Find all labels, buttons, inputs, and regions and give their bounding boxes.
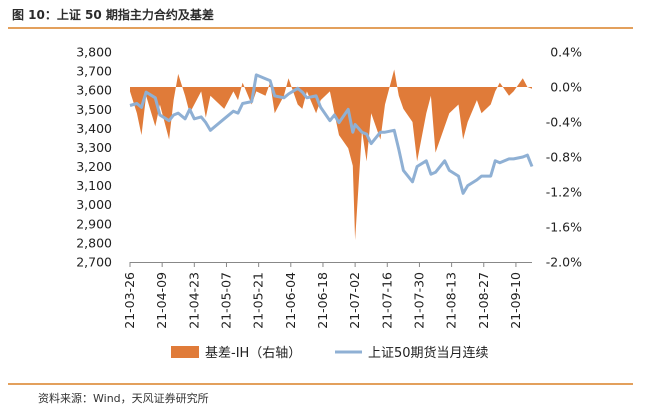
x-tick-label: 21-08-27 [476,272,491,329]
index-line [129,73,534,195]
source-note: 资料来源：Wind，天风证券研究所 [38,392,209,405]
basis-area-group [130,69,532,241]
x-tick-label: 21-04-09 [154,272,169,329]
basis-area [130,69,532,241]
right-tick-label: 0.4% [550,45,582,60]
left-axis-ticks: 3,800 3,700 3,600 3,500 3,400 3,300 3,200 3,100… [76,45,112,270]
left-tick-label: 3,700 [76,64,112,79]
left-tick-label: 2,900 [76,216,112,231]
legend-label-basis: 基差-IH（右轴） [205,346,301,361]
left-tick-label: 2,800 [76,235,112,250]
x-tick-label: 21-06-18 [315,272,330,329]
x-tick-label: 21-07-30 [411,272,426,329]
legend-label-index: 上证50期货当月连续 [368,345,489,361]
right-tick-label: -2.0% [546,255,582,270]
left-tick-label: 3,100 [76,178,112,193]
left-tick-label: 3,800 [76,45,112,60]
x-tick-label: 21-07-16 [379,272,394,329]
right-axis-ticks: 0.4% 0.0% -0.4% -0.8% -1.2% -1.6% -2.0% [546,45,582,270]
right-tick-label: -0.4% [546,115,582,130]
left-tick-label: 3,000 [76,197,112,212]
right-tick-label: 0.0% [550,80,582,95]
legend: 基差-IH（右轴） 上证50期货当月连续 [171,345,489,361]
right-tick-label: -0.8% [546,150,582,165]
left-tick-label: 3,200 [76,159,112,174]
left-tick-label: 3,500 [76,102,112,117]
left-tick-label: 2,700 [76,255,112,270]
x-tick-label: 21-09-10 [508,272,523,329]
x-tick-label: 21-05-21 [251,272,266,329]
x-axis: 21-03-26 21-04-09 21-04-23 21-05-07 21-05-21… [122,262,532,329]
right-tick-label: -1.2% [546,185,582,200]
figure-title: 图 10：上证 50 期指主力合约及基差 [12,8,214,22]
left-tick-label: 3,600 [76,83,112,98]
x-tick-label: 21-06-04 [283,272,298,329]
x-tick-label: 21-03-26 [122,272,137,329]
bottom-rule [8,383,633,385]
x-tick-label: 21-07-02 [347,272,362,329]
x-tick-label: 21-08-13 [444,272,459,329]
x-tick-label: 21-04-23 [186,272,201,329]
left-tick-label: 3,300 [76,140,112,155]
top-rule [8,27,633,29]
x-tick-label: 21-05-07 [218,272,233,329]
right-tick-label: -1.6% [546,220,582,235]
index-line-group [129,73,534,195]
legend-swatch-basis [171,346,199,358]
left-tick-label: 3,400 [76,121,112,136]
